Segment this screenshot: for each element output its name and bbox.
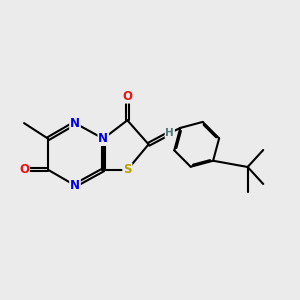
Text: N: N [70,117,80,130]
Text: O: O [122,90,132,103]
Text: S: S [123,163,132,176]
Text: O: O [19,163,29,176]
Text: H: H [165,128,174,138]
Text: N: N [70,179,80,192]
Text: N: N [98,132,108,145]
